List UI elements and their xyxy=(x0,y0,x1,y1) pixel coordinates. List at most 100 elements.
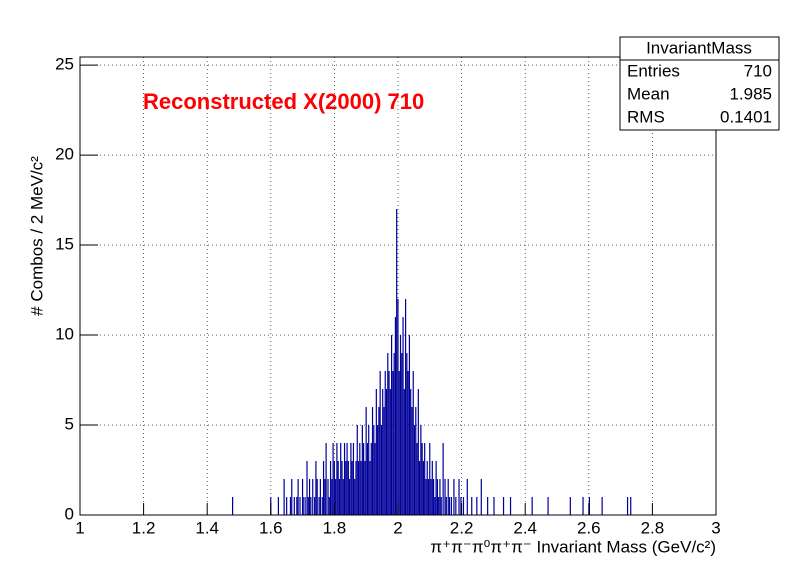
bar xyxy=(331,479,333,515)
bar xyxy=(442,443,444,515)
bar xyxy=(547,497,549,515)
bar xyxy=(401,353,403,515)
bar xyxy=(347,461,349,515)
bar xyxy=(450,497,452,515)
chart-title: Reconstructed X(2000) 710 xyxy=(143,89,424,114)
bar xyxy=(327,479,329,515)
bar xyxy=(412,371,414,515)
x-axis-label: π⁺π⁻π⁰π⁺π⁻ Invariant Mass (GeV/c²) xyxy=(430,537,716,556)
bar xyxy=(424,443,426,515)
bar xyxy=(447,479,449,515)
bar xyxy=(363,443,365,515)
bar xyxy=(377,425,379,515)
bar xyxy=(351,461,353,515)
bar xyxy=(531,497,533,515)
bar xyxy=(630,497,632,515)
bar xyxy=(588,497,590,515)
bar xyxy=(277,497,279,515)
bar xyxy=(379,371,381,515)
bar xyxy=(232,497,234,515)
bar xyxy=(338,479,341,515)
bar xyxy=(318,497,320,515)
bar xyxy=(291,479,293,515)
bar xyxy=(342,479,344,515)
bar xyxy=(421,443,423,515)
bar xyxy=(458,479,460,515)
x-tick-label: 1.8 xyxy=(323,518,347,537)
bar xyxy=(466,479,468,515)
bar xyxy=(370,443,372,515)
bar xyxy=(365,407,367,515)
bar xyxy=(308,479,311,515)
bar xyxy=(373,425,375,515)
bar xyxy=(413,425,416,515)
bar xyxy=(487,497,489,515)
bar xyxy=(384,371,386,515)
bar xyxy=(402,317,404,515)
bar xyxy=(312,479,314,515)
x-tick-label: 2.2 xyxy=(450,518,474,537)
bar xyxy=(371,407,374,515)
bar xyxy=(335,479,337,515)
bar xyxy=(380,425,383,515)
bar xyxy=(416,443,418,515)
bar xyxy=(299,497,301,515)
bar xyxy=(403,389,405,515)
bar xyxy=(346,443,348,515)
bar xyxy=(448,497,451,515)
bar xyxy=(366,443,369,515)
bar xyxy=(314,497,316,515)
bar xyxy=(391,335,393,515)
bar xyxy=(601,497,603,515)
bar xyxy=(440,497,442,515)
bar xyxy=(427,479,430,515)
bar xyxy=(375,389,377,515)
bar xyxy=(388,371,390,515)
bar xyxy=(438,497,440,515)
bar xyxy=(480,479,482,515)
bar xyxy=(410,389,412,515)
x-tick-label: 1.4 xyxy=(195,518,219,537)
stats-value: 0.1401 xyxy=(720,107,772,126)
bar xyxy=(378,407,380,515)
bar xyxy=(626,497,629,515)
bar xyxy=(509,497,512,515)
bar xyxy=(432,479,435,515)
bar xyxy=(328,497,330,515)
bar xyxy=(436,479,438,515)
bar xyxy=(283,479,285,515)
stats-label: Entries xyxy=(627,61,680,80)
bar xyxy=(355,461,357,515)
bar xyxy=(310,497,312,515)
bar xyxy=(289,497,292,515)
bar xyxy=(462,497,465,515)
bar xyxy=(357,461,360,515)
stats-box: InvariantMass xyxy=(619,36,780,131)
bar xyxy=(392,371,394,515)
bar xyxy=(406,353,408,515)
bar xyxy=(385,389,388,515)
bar xyxy=(361,425,363,515)
bar xyxy=(453,479,455,515)
bar xyxy=(398,371,400,515)
bar xyxy=(301,479,304,515)
stats-label: RMS xyxy=(627,107,665,126)
bar xyxy=(374,443,376,515)
bar xyxy=(315,461,317,515)
bar xyxy=(455,497,457,515)
bar xyxy=(359,443,361,515)
x-tick-label: 2.4 xyxy=(513,518,537,537)
bar xyxy=(435,461,437,515)
bar xyxy=(304,497,306,515)
bar xyxy=(502,497,505,515)
y-axis-label: # Combos / 2 MeV/c² xyxy=(27,156,46,316)
bar xyxy=(429,443,431,515)
bar xyxy=(360,461,362,515)
bar xyxy=(399,335,402,515)
bar xyxy=(387,353,389,515)
bar xyxy=(404,299,407,515)
bar xyxy=(324,479,326,515)
bar xyxy=(364,461,366,515)
bar xyxy=(307,497,309,515)
x-tick-label: 2 xyxy=(393,518,402,537)
